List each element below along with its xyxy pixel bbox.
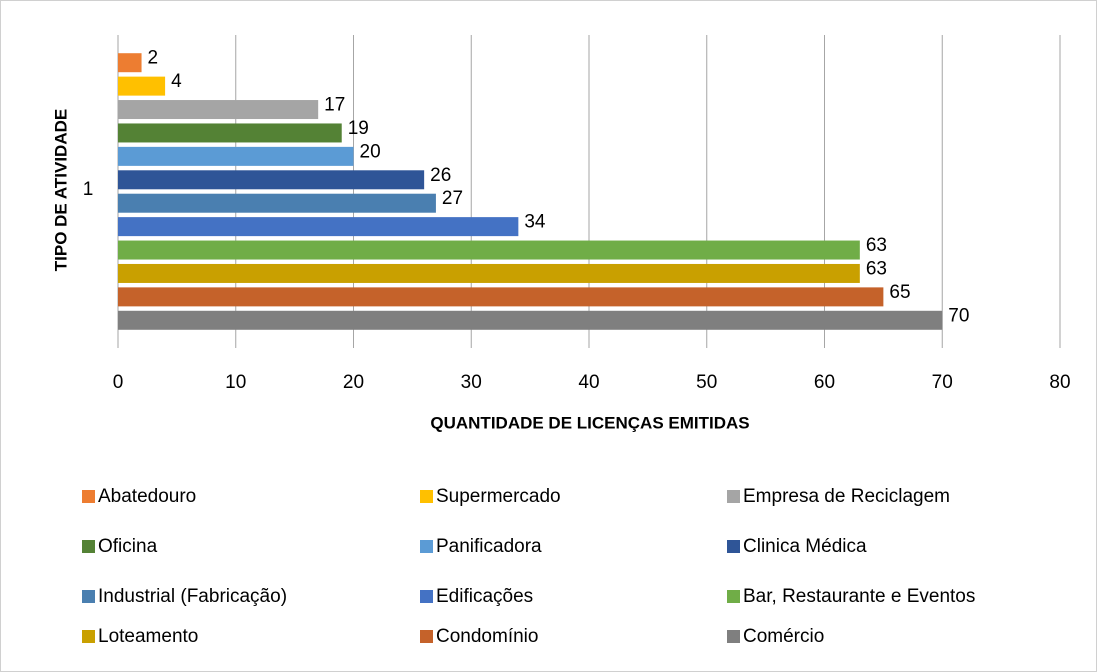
x-tick-label: 70 — [932, 372, 953, 393]
legend-swatch — [82, 630, 95, 643]
data-label: 19 — [348, 118, 369, 139]
x-tick-label: 10 — [225, 372, 246, 393]
data-label: 27 — [442, 188, 463, 209]
data-label: 63 — [866, 258, 887, 279]
bar — [118, 146, 354, 166]
data-label: 20 — [360, 141, 381, 162]
x-axis-title: QUANTIDADE DE LICENÇAS EMITIDAS — [430, 413, 749, 432]
legend-label: Condomínio — [436, 626, 538, 647]
legend-label: Edificações — [436, 586, 533, 607]
legend-swatch — [82, 490, 95, 503]
legend-swatch — [420, 630, 433, 643]
data-label: 65 — [889, 282, 910, 303]
y-axis-title: TIPO DE ATIVIDADE — [51, 109, 70, 271]
legend-label: Panificadora — [436, 536, 542, 557]
legend-swatch — [727, 590, 740, 603]
legend-label: Oficina — [98, 536, 158, 557]
bar — [118, 287, 884, 307]
bar — [118, 53, 142, 73]
x-tick-label: 80 — [1049, 372, 1070, 393]
bar — [118, 310, 943, 330]
legend-label: Loteamento — [98, 626, 198, 647]
bar — [118, 240, 860, 260]
data-label: 63 — [866, 235, 887, 256]
bar — [118, 217, 519, 237]
x-tick-label: 60 — [814, 372, 835, 393]
legend-label: Industrial (Fabricação) — [98, 586, 287, 607]
legend-swatch — [727, 490, 740, 503]
legend-swatch — [420, 540, 433, 553]
bar — [118, 100, 319, 120]
legend-swatch — [420, 490, 433, 503]
legend-label: Comércio — [743, 626, 824, 647]
x-tick-label: 0 — [113, 372, 124, 393]
legend-label: Abatedouro — [98, 486, 196, 507]
legend-label: Supermercado — [436, 486, 561, 507]
legend-swatch — [82, 590, 95, 603]
data-label: 2 — [148, 48, 159, 69]
x-tick-label: 50 — [696, 372, 717, 393]
data-label: 4 — [171, 71, 182, 92]
data-label: 26 — [430, 165, 451, 186]
legend-swatch — [727, 630, 740, 643]
data-label: 70 — [948, 305, 969, 326]
x-tick-label: 40 — [578, 372, 599, 393]
legend-label: Empresa de Reciclagem — [743, 486, 950, 507]
x-tick-label: 30 — [461, 372, 482, 393]
x-tick-label: 20 — [343, 372, 364, 393]
legend-swatch — [82, 540, 95, 553]
bar — [118, 123, 342, 143]
bar — [118, 263, 860, 283]
legend-label: Bar, Restaurante e Eventos — [743, 586, 975, 607]
legend-swatch — [727, 540, 740, 553]
legend-label: Clinica Médica — [743, 536, 867, 557]
bar — [118, 76, 166, 96]
legend-swatch — [420, 590, 433, 603]
data-label: 17 — [324, 95, 345, 116]
y-tick-label: 1 — [83, 179, 94, 200]
data-label: 34 — [524, 212, 546, 233]
bar — [118, 170, 425, 190]
bar — [118, 193, 436, 213]
